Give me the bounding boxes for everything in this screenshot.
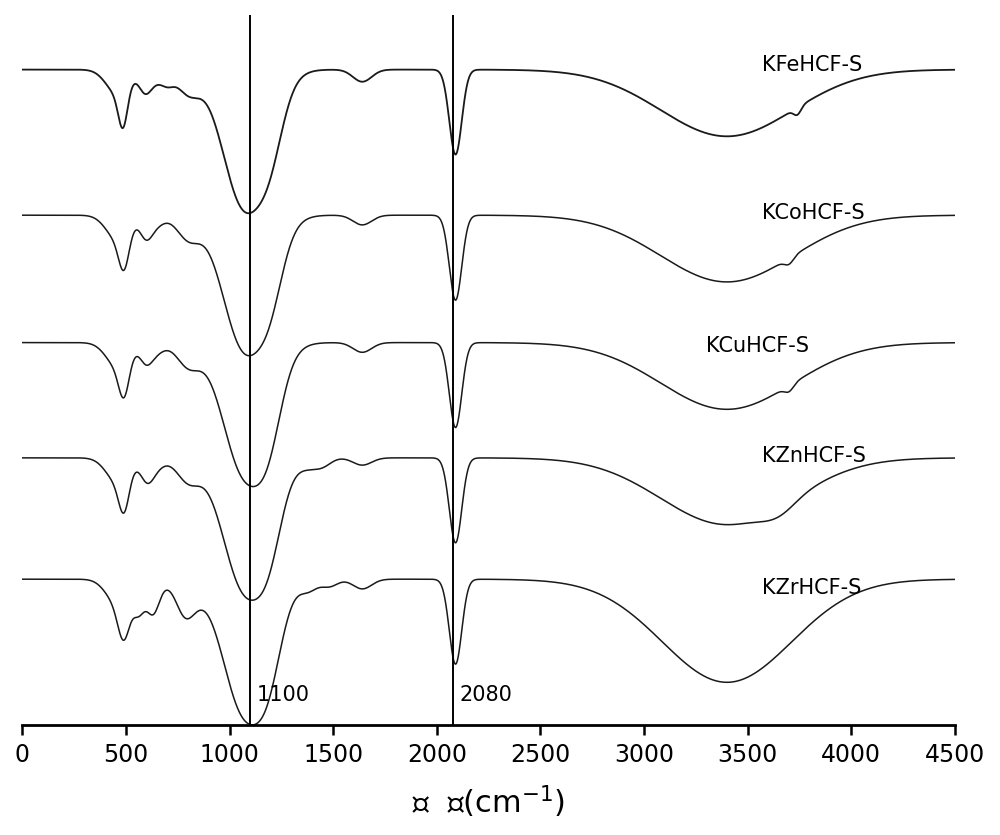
X-axis label: 波  数(cm$^{-1}$): 波 数(cm$^{-1}$) xyxy=(412,783,565,820)
Text: KZrHCF-S: KZrHCF-S xyxy=(762,579,862,599)
Text: 1100: 1100 xyxy=(257,685,310,705)
Text: 2080: 2080 xyxy=(460,685,513,705)
Text: KCoHCF-S: KCoHCF-S xyxy=(762,203,865,223)
Text: KFeHCF-S: KFeHCF-S xyxy=(762,55,862,75)
Text: KZnHCF-S: KZnHCF-S xyxy=(762,446,866,465)
Text: KCuHCF-S: KCuHCF-S xyxy=(706,337,809,357)
